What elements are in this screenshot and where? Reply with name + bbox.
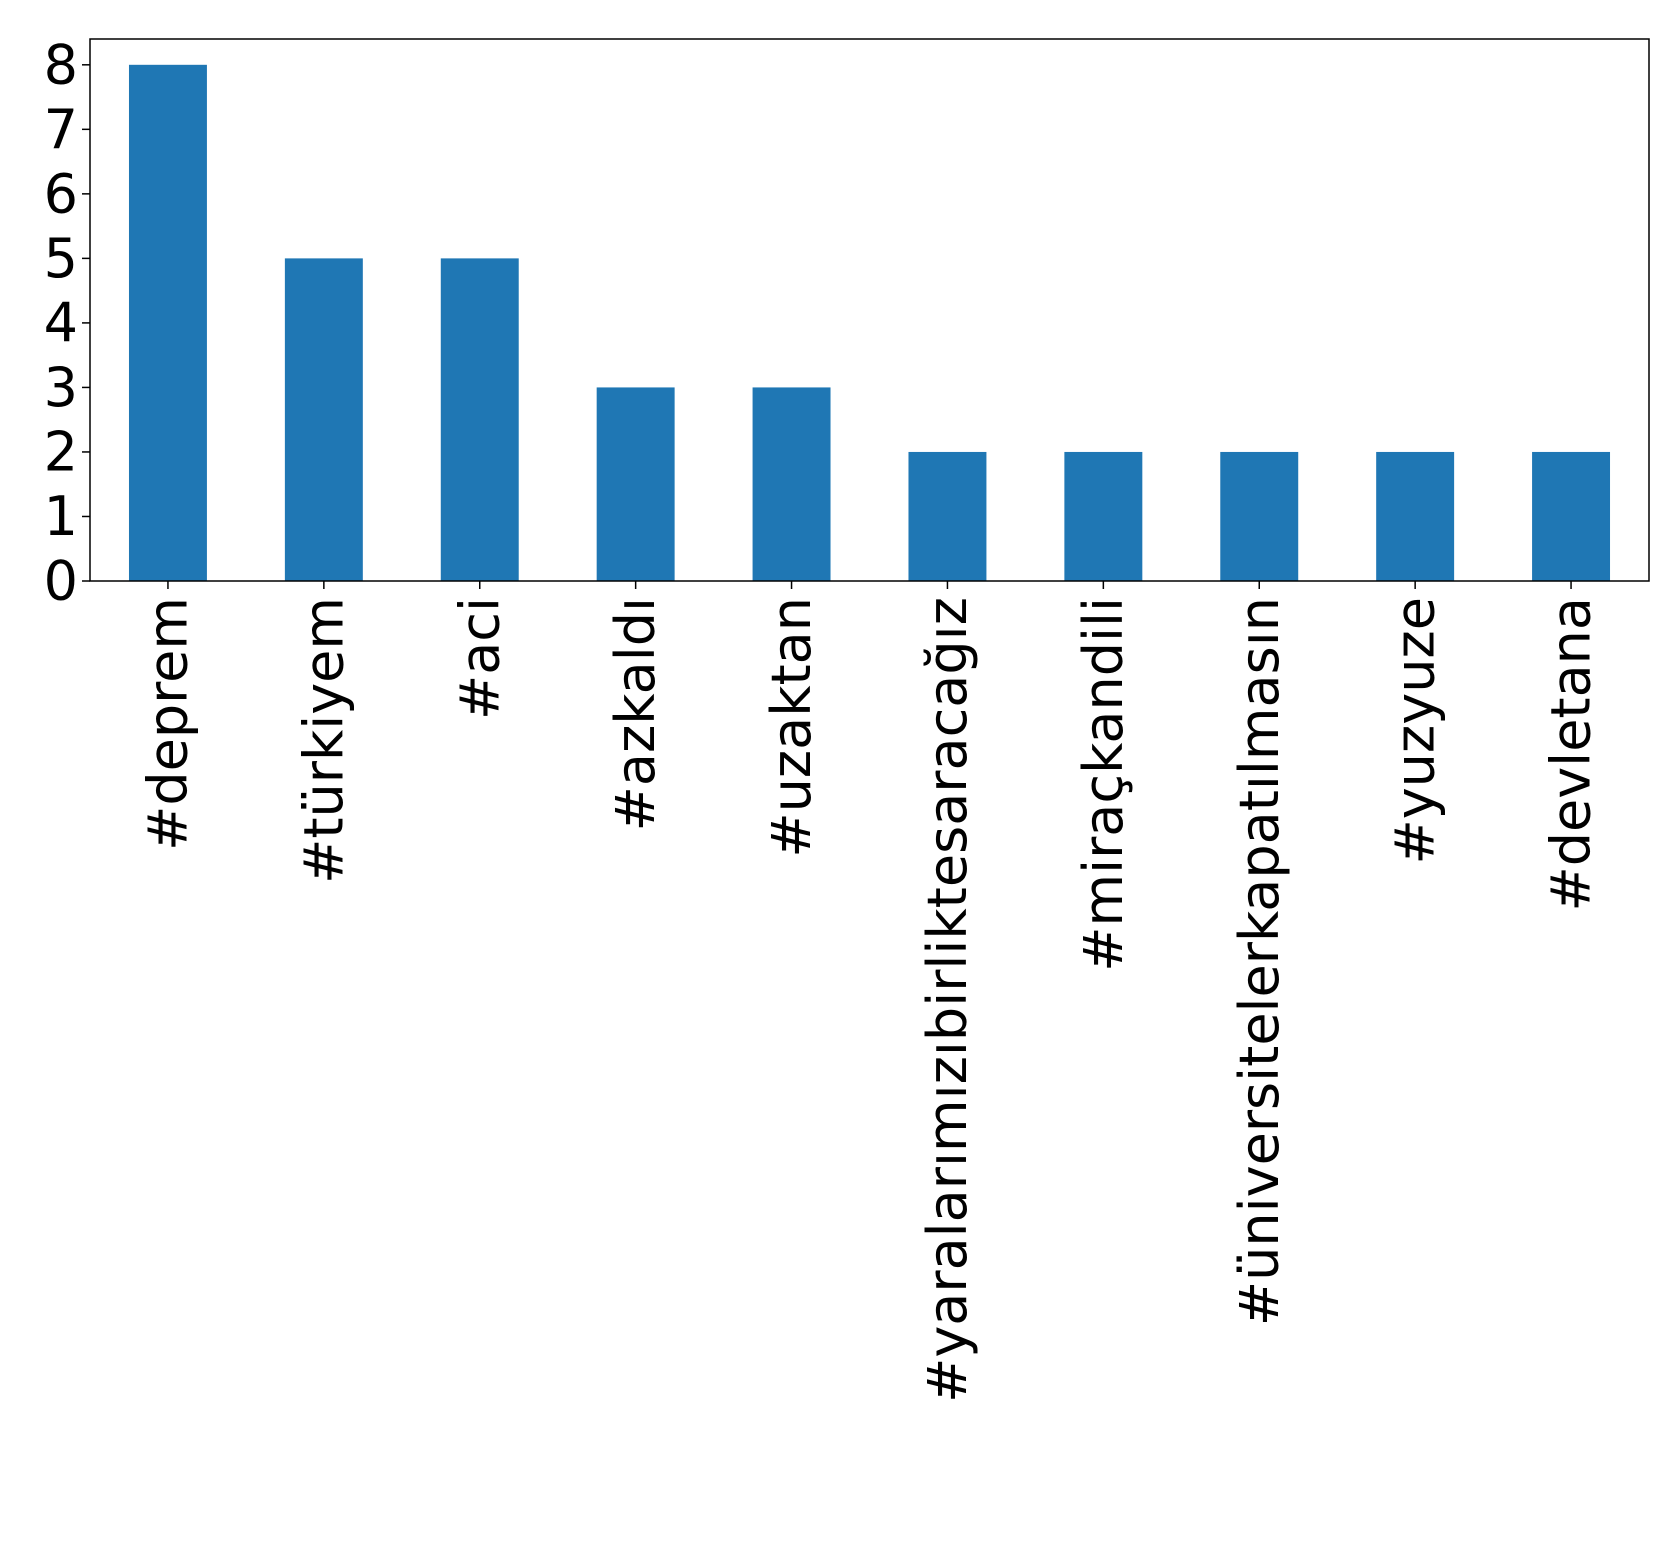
- y-tick-label: 5: [44, 227, 78, 290]
- x-tick-label: #aci: [448, 597, 511, 720]
- x-tick-label: #türkiyem: [292, 597, 355, 884]
- x-tick-label: #deprem: [136, 597, 199, 851]
- y-tick-label: 6: [44, 162, 78, 225]
- bar-9: [1532, 451, 1611, 581]
- x-tick-label: #devletana: [1540, 597, 1603, 912]
- x-axis: #deprem #türkiyem #aci #azkaldı #uzaktan #yar…: [136, 581, 1603, 1403]
- bar-4: [752, 387, 831, 581]
- x-tick-label: #miraçkandili: [1072, 597, 1135, 972]
- x-tick-label: #üniversitelerkapatılmasın: [1228, 597, 1291, 1326]
- x-tick-label: #yuzyuze: [1384, 597, 1447, 865]
- x-tick-label: #azkaldı: [604, 597, 667, 831]
- x-tick-label: #uzaktan: [760, 597, 823, 858]
- y-tick-label: 8: [44, 33, 78, 96]
- bar-7: [1220, 451, 1299, 581]
- bar-2: [440, 258, 519, 581]
- bars-layer: [128, 64, 1611, 582]
- y-tick-label: 3: [44, 356, 78, 419]
- x-tick-label: #yaralarımızıbirliktesaracağız: [916, 597, 979, 1403]
- bar-6: [1064, 451, 1143, 581]
- bar-5: [908, 451, 987, 581]
- y-tick-label: 0: [44, 550, 78, 613]
- y-tick-label: 7: [44, 98, 78, 161]
- bar-3: [596, 387, 675, 581]
- bar-1: [284, 258, 363, 581]
- y-tick-label: 2: [44, 420, 78, 483]
- plot-frame: [89, 38, 1650, 582]
- y-tick-label: 4: [44, 291, 78, 354]
- bar-0: [128, 64, 207, 582]
- y-tick-label: 1: [44, 485, 78, 548]
- bar-8: [1376, 451, 1455, 581]
